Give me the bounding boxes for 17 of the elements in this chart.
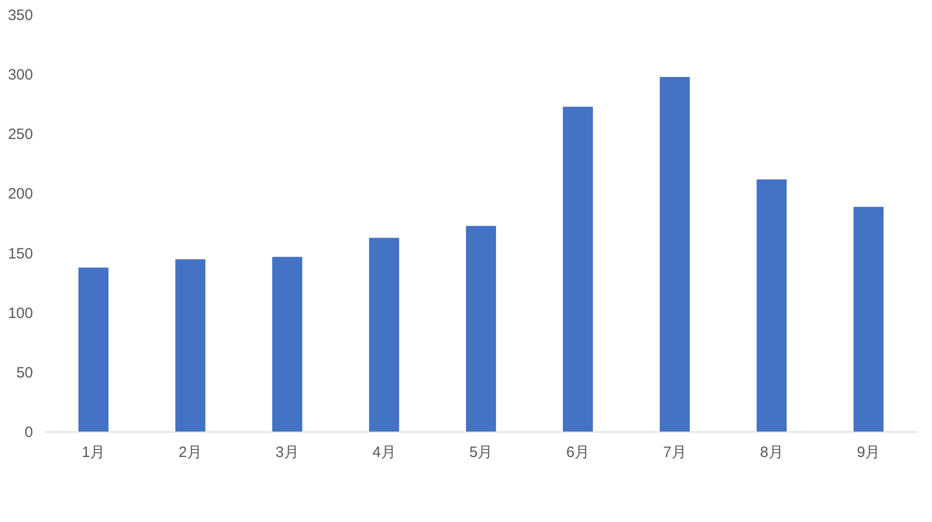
y-tick-label: 0 [24,424,33,441]
x-tick-label: 2月 [178,444,202,461]
x-tick-label: 6月 [566,444,590,461]
y-tick-label: 300 [8,66,33,84]
y-tick-label: 150 [8,245,33,262]
x-tick-label: 5月 [469,444,493,461]
x-tick-label: 7月 [663,444,686,461]
y-tick-label: 350 [8,7,33,24]
x-tick-label: 4月 [372,444,396,461]
x-tick-label: 8月 [760,444,784,461]
x-tick-label: 1月 [82,444,106,461]
y-tick-label: 50 [16,364,33,382]
x-tick-label: 3月 [276,444,299,461]
y-tick-label: 100 [8,304,33,322]
y-tick-label: 200 [8,186,33,203]
x-tick-label: 9月 [856,444,880,461]
y-tick-label: 250 [8,126,33,144]
